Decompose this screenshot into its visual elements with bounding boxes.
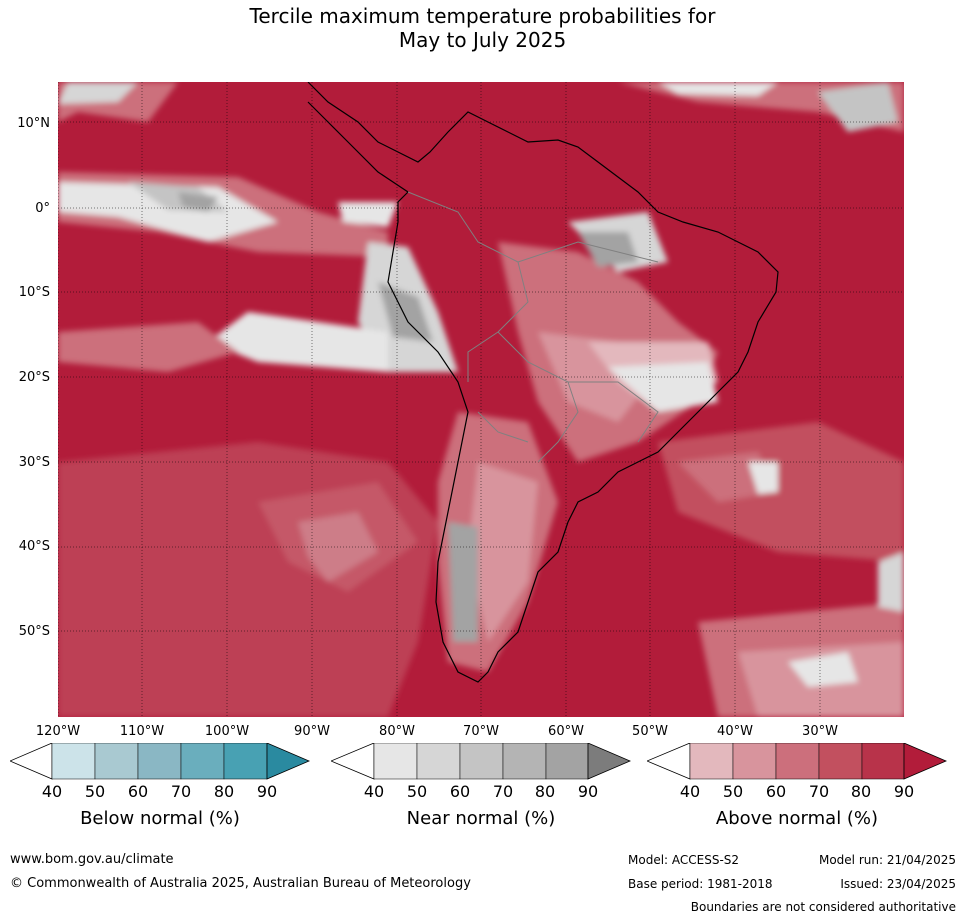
colorbar-near-svg (329, 742, 632, 780)
lon-label-100w: 100°W (204, 724, 250, 739)
footer-base-period: Base period: 1981-2018 (628, 877, 773, 891)
above-tick-60: 60 (765, 782, 787, 801)
lon-label-60w: 60°W (548, 724, 584, 739)
map-svg (58, 82, 904, 717)
title-line-1: Tercile maximum temperature probabilitie… (249, 4, 716, 28)
colorbar-below-normal (8, 742, 311, 787)
lon-label-40w: 40°W (717, 724, 753, 739)
colorbar-below-swatch-3 (137, 742, 182, 780)
patch-arg-above-50 (468, 462, 538, 642)
colorbar-below-swatch-2 (94, 742, 139, 780)
lon-label-50w: 50°W (632, 724, 668, 739)
colorbar-above-title: Above normal (%) (715, 808, 879, 829)
colorbar-below-swatch-4 (180, 742, 225, 780)
colorbar-near-high-triangle (587, 742, 632, 780)
patch-sse-near (788, 652, 858, 687)
footer-website: www.bom.gov.au/climate (10, 852, 174, 867)
colorbar-above-swatch-5 (861, 742, 905, 780)
colorbar-below-swatch-1 (51, 742, 96, 780)
below-tick-60: 60 (127, 782, 149, 801)
footer-model: Model: ACCESS-S2 (628, 853, 740, 867)
above-tick-70: 70 (808, 782, 830, 801)
near-tick-80: 80 (534, 782, 556, 801)
colorbar-near-swatch-2 (416, 742, 461, 780)
colorbar-near-swatch-4 (502, 742, 547, 780)
lat-label-10n: 10°N (17, 116, 50, 131)
near-tick-90: 90 (577, 782, 599, 801)
lat-label-50s: 50°S (18, 624, 50, 639)
patch-nw-near (58, 82, 138, 104)
probability-map (58, 82, 904, 717)
lat-label-10s: 10°S (18, 285, 50, 300)
lon-label-70w: 70°W (463, 724, 499, 739)
colorbar-near-swatch-3 (459, 742, 504, 780)
title-line-2: May to July 2025 (398, 28, 567, 52)
above-tick-50: 50 (722, 782, 744, 801)
near-tick-40: 40 (363, 782, 385, 801)
footer-issued: Issued: 23/04/2025 (840, 877, 956, 891)
colorbar-below-title: Below normal (%) (80, 808, 240, 829)
above-tick-40: 40 (679, 782, 701, 801)
colorbar-near-swatch-1 (373, 742, 418, 780)
graticule (58, 82, 904, 717)
patch-andes-near (448, 522, 478, 642)
lon-label-30w: 30°W (802, 724, 838, 739)
colorbar-below-swatch-5 (223, 742, 268, 780)
lon-label-80w: 80°W (379, 724, 415, 739)
colorbar-near-title: Near normal (%) (406, 808, 556, 829)
colorbar-above-swatch-3 (775, 742, 820, 780)
probability-patches (58, 82, 904, 717)
colorbar-below-low-triangle (8, 742, 53, 780)
near-tick-70: 70 (492, 782, 514, 801)
patch-eq-near-dark (178, 192, 218, 212)
above-tick-90: 90 (893, 782, 915, 801)
footer-disclaimer: Boundaries are not considered authoritat… (690, 900, 956, 914)
patch-ne-near-light (658, 82, 778, 96)
lat-label-0: 0° (35, 201, 50, 216)
below-tick-70: 70 (170, 782, 192, 801)
patch-e-near (878, 552, 904, 612)
lon-label-120w: 120°W (35, 724, 81, 739)
lon-label-110w: 110°W (119, 724, 165, 739)
colorbar-below-high-triangle (266, 742, 311, 780)
patch-sp-above-80 (58, 442, 438, 717)
coastline (307, 82, 779, 683)
chart-title: Tercile maximum temperature probabilitie… (0, 4, 965, 52)
near-tick-50: 50 (406, 782, 428, 801)
lon-label-90w: 90°W (294, 724, 330, 739)
near-tick-60: 60 (449, 782, 471, 801)
colorbar-above-normal (645, 742, 948, 787)
colorbar-above-high-triangle (903, 742, 948, 780)
below-tick-90: 90 (256, 782, 278, 801)
colorbar-above-svg (645, 742, 948, 780)
below-tick-50: 50 (84, 782, 106, 801)
below-tick-80: 80 (213, 782, 235, 801)
colorbar-near-swatch-5 (545, 742, 589, 780)
patch-satl-near (748, 462, 778, 494)
patch-eq-near-light (58, 182, 278, 242)
colorbar-near-normal (329, 742, 632, 787)
lat-label-30s: 30°S (18, 455, 50, 470)
colorbar-above-low-triangle (645, 742, 691, 780)
country-borders (407, 191, 659, 463)
patch-ne-near-mid (818, 82, 898, 132)
colorbar-above-swatch-1 (689, 742, 734, 780)
colorbar-above-swatch-4 (818, 742, 863, 780)
colorbar-near-low-triangle (329, 742, 375, 780)
patch-se-pacific-near (208, 312, 388, 372)
patch-w-pacific-above-60 (58, 322, 238, 372)
footer-model-run: Model run: 21/04/2025 (818, 853, 956, 867)
footer-copyright: © Commonwealth of Australia 2025, Austra… (10, 876, 471, 891)
above-tick-80: 80 (850, 782, 872, 801)
patch-peru-near-dark (378, 282, 433, 342)
colorbar-above-swatch-2 (732, 742, 777, 780)
colorbar-below-svg (8, 742, 311, 780)
lat-label-20s: 20°S (18, 370, 50, 385)
patch-brazil-near (608, 362, 718, 412)
below-tick-40: 40 (41, 782, 63, 801)
lat-label-40s: 40°S (18, 539, 50, 554)
